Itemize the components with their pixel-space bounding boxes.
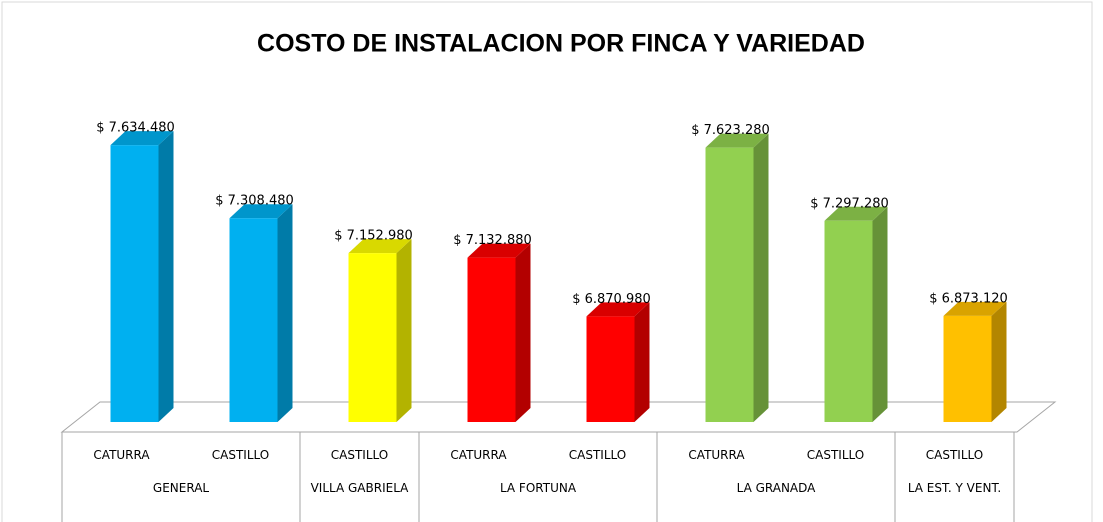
group-label: GENERAL <box>152 481 210 495</box>
x-tick-label: CATURRA <box>450 448 507 462</box>
data-label: $ 7.623.280 <box>691 123 770 138</box>
x-tick-label: CASTILLO <box>330 448 389 462</box>
group-label: LA EST. Y VENT. <box>907 481 1002 495</box>
data-label: $ 7.132.880 <box>453 233 532 248</box>
data-label: $ 7.152.980 <box>334 229 413 244</box>
data-label: $ 7.308.480 <box>215 194 294 209</box>
bar-top <box>943 301 1007 316</box>
bar <box>824 220 873 422</box>
data-label: $ 7.634.480 <box>96 121 175 136</box>
group-label: VILLA GABRIELA <box>310 481 409 495</box>
bar <box>110 145 159 422</box>
bar <box>348 253 397 422</box>
x-tick-label: CASTILLO <box>568 448 627 462</box>
data-label: $ 6.873.120 <box>929 291 1008 306</box>
x-tick-label: CASTILLO <box>211 448 270 462</box>
x-tick-label: CATURRA <box>688 448 745 462</box>
bar-top <box>229 204 293 219</box>
bar <box>467 257 516 422</box>
x-tick-label: CASTILLO <box>925 448 984 462</box>
bar-side <box>634 302 650 422</box>
bar-top <box>467 243 531 258</box>
x-tick-label: CATURRA <box>93 448 150 462</box>
bar <box>943 315 992 422</box>
data-label: $ 6.870.980 <box>572 292 651 307</box>
bar-side <box>158 131 174 422</box>
data-label: $ 7.297.280 <box>810 196 889 211</box>
bar-side <box>277 204 293 422</box>
bar-side <box>872 206 888 422</box>
bar-top <box>705 133 769 148</box>
group-label: LA GRANADA <box>736 481 816 495</box>
chart-title: COSTO DE INSTALACION POR FINCA Y VARIEDA… <box>257 30 865 58</box>
bar <box>229 218 278 422</box>
bar <box>705 147 754 422</box>
bar-side <box>753 133 769 422</box>
bar-top <box>348 239 412 254</box>
floor <box>60 401 1057 433</box>
bar-top <box>586 302 650 317</box>
bar-side <box>515 243 531 422</box>
bar-top <box>110 131 174 146</box>
group-label: LA FORTUNA <box>499 481 577 495</box>
bar-side <box>396 239 412 422</box>
bar-top <box>824 206 888 221</box>
bar-side <box>991 301 1007 422</box>
x-tick-label: CASTILLO <box>806 448 865 462</box>
bar <box>586 316 635 422</box>
